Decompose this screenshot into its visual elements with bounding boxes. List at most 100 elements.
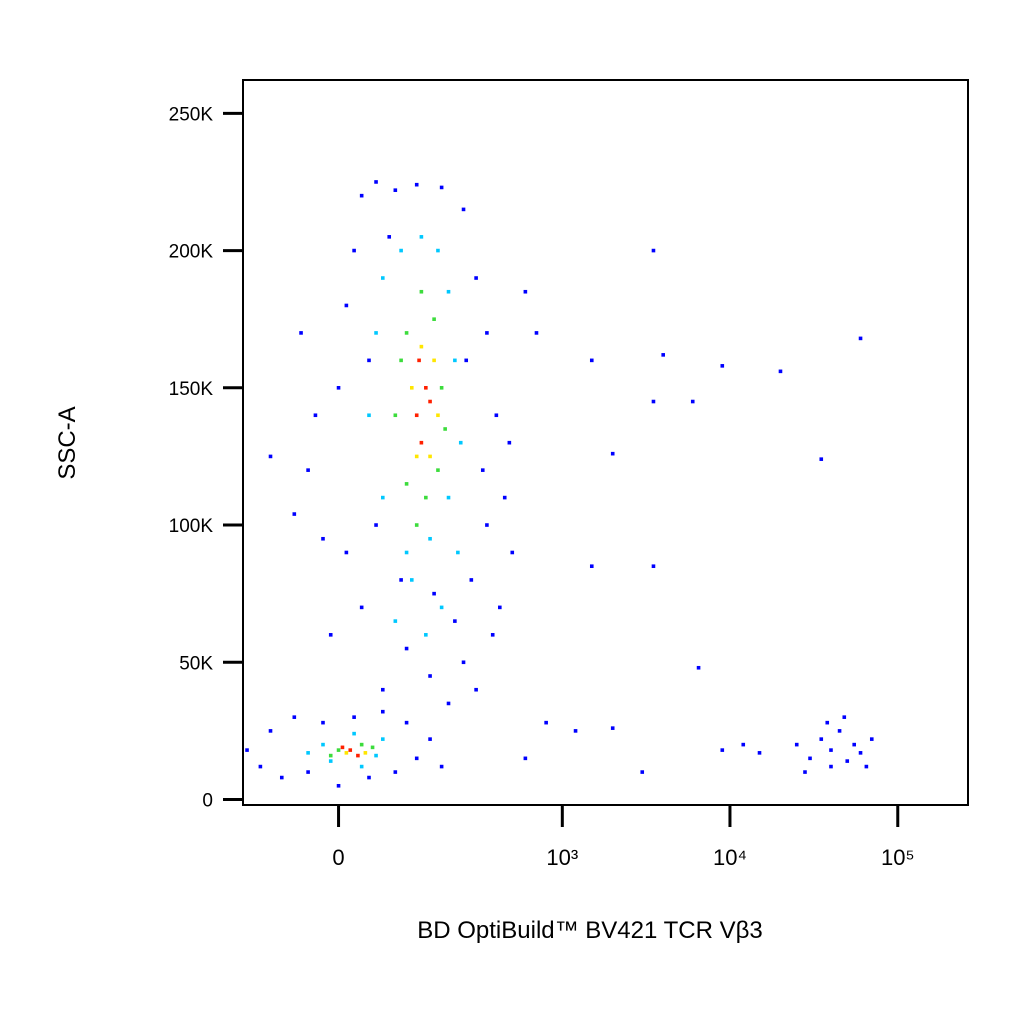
- data-point: [720, 364, 725, 368]
- data-point: [393, 619, 398, 623]
- data-point: [469, 578, 474, 582]
- data-point: [829, 764, 833, 769]
- data-point: [409, 578, 414, 582]
- data-point: [404, 550, 409, 555]
- data-point: [494, 413, 499, 418]
- data-point: [428, 737, 432, 741]
- data-point: [393, 770, 398, 774]
- data-point: [819, 457, 824, 461]
- data-point: [292, 715, 297, 719]
- plot-frame: [242, 79, 969, 806]
- data-point: [474, 687, 478, 692]
- data-point: [359, 605, 364, 610]
- data-point: [544, 720, 548, 725]
- data-point: [414, 756, 419, 761]
- data-point: [359, 193, 364, 198]
- data-point: [720, 748, 725, 752]
- data-point: [374, 523, 378, 527]
- data-point: [419, 289, 424, 294]
- data-point: [474, 276, 478, 280]
- data-point: [414, 454, 419, 459]
- data-point: [439, 605, 444, 610]
- data-point: [374, 331, 378, 335]
- data-point: [268, 729, 273, 733]
- data-point: [419, 344, 424, 349]
- data-point: [858, 336, 863, 341]
- data-point: [432, 591, 436, 596]
- data-point: [352, 731, 356, 736]
- data-point: [399, 358, 403, 363]
- data-point: [439, 764, 444, 769]
- data-point: [344, 303, 349, 308]
- data-point: [428, 399, 432, 404]
- data-point: [453, 358, 457, 363]
- data-point: [428, 536, 432, 541]
- data-point: [439, 185, 444, 190]
- data-point: [404, 720, 409, 725]
- data-point: [328, 633, 333, 637]
- data-point: [869, 737, 874, 741]
- data-point: [393, 413, 398, 418]
- data-point: [380, 687, 385, 692]
- data-point: [510, 550, 515, 555]
- data-point: [321, 536, 325, 541]
- data-point: [507, 440, 512, 445]
- data-point: [502, 495, 507, 500]
- data-point: [453, 619, 457, 623]
- data-point: [589, 564, 594, 569]
- y-tick-label: 0: [202, 791, 213, 812]
- data-point: [328, 759, 333, 763]
- data-point: [651, 564, 656, 569]
- y-tick-label: 150K: [169, 379, 214, 400]
- data-point: [428, 454, 432, 459]
- data-point: [461, 660, 466, 665]
- data-point: [344, 751, 349, 755]
- data-point: [696, 665, 701, 670]
- data-point: [640, 770, 645, 774]
- data-point: [367, 775, 371, 780]
- data-point: [363, 751, 368, 755]
- data-point: [864, 764, 869, 769]
- data-point: [573, 729, 578, 733]
- data-point: [359, 742, 364, 747]
- data-point: [485, 331, 489, 335]
- data-point: [414, 523, 419, 527]
- y-tick-label: 200K: [169, 242, 214, 263]
- data-point: [359, 764, 364, 769]
- data-point: [825, 720, 830, 725]
- data-point: [661, 353, 665, 357]
- data-point: [424, 633, 428, 637]
- data-point: [432, 358, 436, 363]
- data-point: [523, 756, 528, 761]
- data-point: [340, 745, 345, 750]
- data-point: [464, 358, 469, 363]
- data-point: [399, 248, 403, 253]
- data-point: [356, 753, 360, 758]
- data-point: [534, 331, 539, 335]
- data-point: [380, 737, 385, 741]
- data-point: [299, 331, 303, 335]
- data-point: [404, 331, 409, 335]
- plot-area: [245, 180, 874, 788]
- data-point: [610, 726, 615, 730]
- data-point: [374, 180, 378, 184]
- data-point: [852, 742, 856, 747]
- data-point: [808, 756, 812, 761]
- data-point: [690, 399, 695, 404]
- data-point: [367, 413, 371, 418]
- data-point: [279, 775, 284, 780]
- data-point: [393, 188, 398, 192]
- data-point: [414, 182, 419, 187]
- data-point: [436, 248, 440, 253]
- data-point: [803, 770, 807, 774]
- data-point: [336, 748, 341, 752]
- data-point: [837, 729, 842, 733]
- data-point: [589, 358, 594, 363]
- data-point: [436, 468, 440, 472]
- data-point: [417, 358, 421, 363]
- data-point: [409, 386, 414, 390]
- data-point: [845, 759, 850, 763]
- data-point: [414, 413, 419, 418]
- data-point: [436, 413, 440, 418]
- data-point: [313, 413, 318, 418]
